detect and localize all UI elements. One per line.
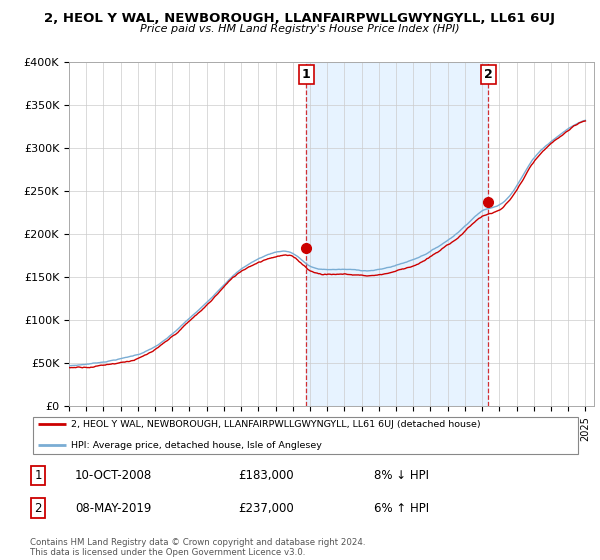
Text: 8% ↓ HPI: 8% ↓ HPI xyxy=(374,469,428,482)
Text: 2: 2 xyxy=(34,502,42,515)
Text: HPI: Average price, detached house, Isle of Anglesey: HPI: Average price, detached house, Isle… xyxy=(71,441,322,450)
Text: £183,000: £183,000 xyxy=(238,469,294,482)
Bar xyxy=(306,62,488,406)
Text: 08-MAY-2019: 08-MAY-2019 xyxy=(75,502,151,515)
Text: Contains HM Land Registry data © Crown copyright and database right 2024.
This d: Contains HM Land Registry data © Crown c… xyxy=(30,538,365,557)
Text: 10-OCT-2008: 10-OCT-2008 xyxy=(75,469,152,482)
Text: 1: 1 xyxy=(34,469,42,482)
Text: Price paid vs. HM Land Registry's House Price Index (HPI): Price paid vs. HM Land Registry's House … xyxy=(140,24,460,34)
Text: 2: 2 xyxy=(484,68,493,81)
FancyBboxPatch shape xyxy=(33,417,578,454)
Text: 1: 1 xyxy=(302,68,311,81)
Text: £237,000: £237,000 xyxy=(238,502,294,515)
Text: 6% ↑ HPI: 6% ↑ HPI xyxy=(374,502,429,515)
Text: 2, HEOL Y WAL, NEWBOROUGH, LLANFAIRPWLLGWYNGYLL, LL61 6UJ (detached house): 2, HEOL Y WAL, NEWBOROUGH, LLANFAIRPWLLG… xyxy=(71,419,481,428)
Text: 2, HEOL Y WAL, NEWBOROUGH, LLANFAIRPWLLGWYNGYLL, LL61 6UJ: 2, HEOL Y WAL, NEWBOROUGH, LLANFAIRPWLLG… xyxy=(44,12,556,25)
